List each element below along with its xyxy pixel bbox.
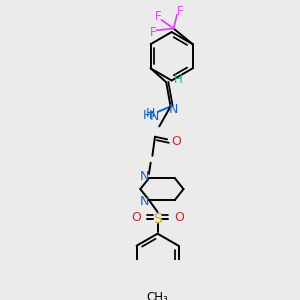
Text: F: F xyxy=(155,10,161,23)
Text: N: N xyxy=(140,170,149,183)
Text: N: N xyxy=(169,103,178,116)
Text: O: O xyxy=(174,211,184,224)
Text: O: O xyxy=(171,135,181,148)
Text: N: N xyxy=(150,110,159,123)
Text: H: H xyxy=(143,109,152,122)
Text: N: N xyxy=(140,195,149,208)
Text: S: S xyxy=(153,212,162,226)
Text: F: F xyxy=(177,5,184,18)
Text: CH₃: CH₃ xyxy=(147,291,168,300)
Text: O: O xyxy=(131,211,141,224)
Text: H: H xyxy=(174,73,183,86)
Text: F: F xyxy=(149,26,156,38)
Text: H: H xyxy=(146,107,155,120)
